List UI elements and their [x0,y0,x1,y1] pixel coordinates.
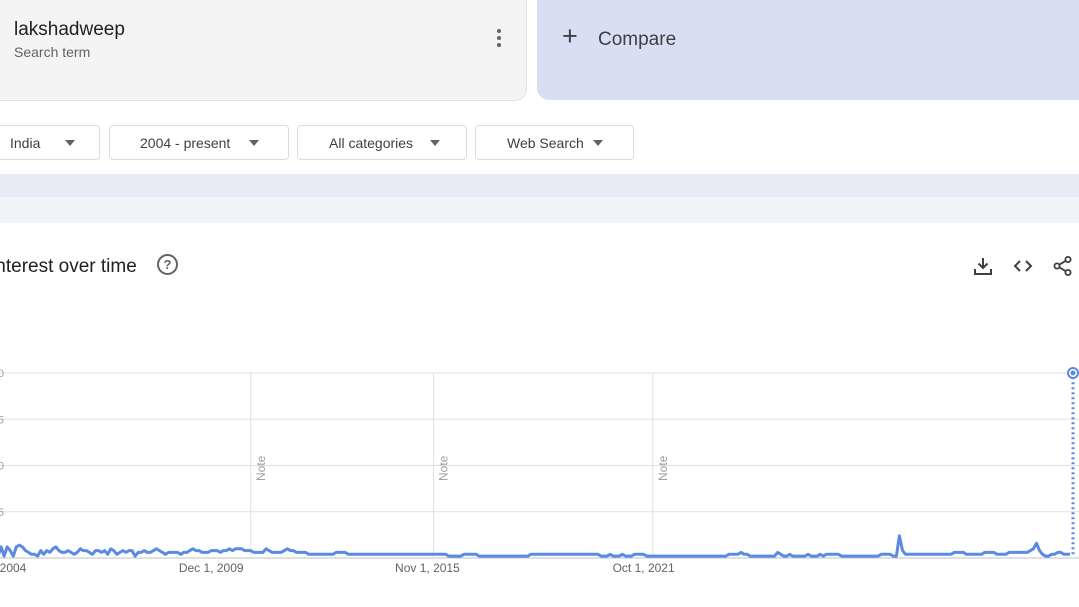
embed-code-icon[interactable] [1012,255,1034,277]
annotation-note: Note [254,455,268,481]
download-icon[interactable] [972,255,994,277]
y-tick-label: 75 [0,414,4,426]
search-type-label: Web Search [507,135,584,151]
y-tick-label: 25 [0,507,4,519]
category-dropdown[interactable]: All categories [297,125,467,160]
x-tick-label: Dec 1, 2009 [179,561,244,575]
search-term-header: lakshadweep Search term + Compare [0,0,1079,110]
time-range-label: 2004 - present [140,135,231,151]
region-label: India [10,135,41,151]
y-tick-label: 50 [0,461,4,473]
card-title: Interest over time [0,256,137,277]
interest-chart[interactable]: 100 75 50 25 Note Note Note Jan 1, 2004 Dec 1, 2… [0,223,1079,607]
x-tick-label: Nov 1, 2015 [395,561,460,575]
chevron-down-icon [65,140,75,146]
search-term-name: lakshadweep [14,19,125,40]
category-label: All categories [329,135,414,151]
last-point-dot [1070,370,1076,376]
more-options-icon[interactable] [492,27,506,51]
region-dropdown[interactable]: India [0,125,100,160]
search-term-type: Search term [14,44,91,60]
chevron-down-icon [430,140,440,146]
share-icon[interactable] [1052,255,1074,277]
time-range-dropdown[interactable]: 2004 - present [109,125,289,160]
chevron-down-icon [593,140,603,146]
series-line [0,534,1070,558]
search-type-dropdown[interactable]: Web Search [475,125,634,160]
plus-icon: + [562,21,578,51]
x-tick-label: Oct 1, 2021 [613,561,675,575]
interest-over-time-card: Interest over time ? 100 75 50 25 Note Note No… [0,223,1079,607]
annotation-note: Note [437,455,451,481]
search-term-card[interactable]: lakshadweep Search term [0,0,527,101]
annotation-note: Note [656,455,670,481]
compare-label: Compare [598,29,677,50]
filter-bar: India 2004 - present All categories Web … [0,110,1079,174]
y-tick-label: 100 [0,368,4,380]
section-divider [0,174,1079,223]
help-icon[interactable]: ? [157,254,178,275]
chevron-down-icon [249,140,259,146]
x-tick-label: Jan 1, 2004 [0,561,27,575]
compare-button[interactable]: + Compare [537,0,1079,100]
